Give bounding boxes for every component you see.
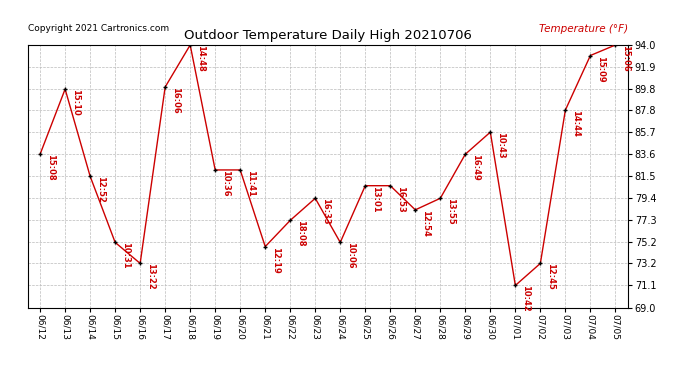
Text: 12:45: 12:45 <box>546 263 555 290</box>
Text: 13:01: 13:01 <box>371 186 380 212</box>
Text: 16:33: 16:33 <box>321 198 330 225</box>
Text: 10:42: 10:42 <box>521 285 530 312</box>
Text: 15:09: 15:09 <box>596 56 605 82</box>
Text: 15:08: 15:08 <box>46 154 55 181</box>
Text: 14:44: 14:44 <box>571 110 580 137</box>
Text: Copyright 2021 Cartronics.com: Copyright 2021 Cartronics.com <box>28 24 169 33</box>
Text: 16:53: 16:53 <box>396 186 405 213</box>
Text: 12:52: 12:52 <box>96 176 105 203</box>
Text: 13:22: 13:22 <box>146 263 155 290</box>
Text: 15:06: 15:06 <box>621 45 630 72</box>
Text: 16:49: 16:49 <box>471 154 480 181</box>
Text: 10:31: 10:31 <box>121 242 130 269</box>
Text: 12:54: 12:54 <box>421 210 430 237</box>
Text: 15:10: 15:10 <box>70 89 79 116</box>
Text: 16:06: 16:06 <box>170 87 179 114</box>
Title: Outdoor Temperature Daily High 20210706: Outdoor Temperature Daily High 20210706 <box>184 30 472 42</box>
Text: 11:41: 11:41 <box>246 170 255 197</box>
Text: Temperature (°F): Temperature (°F) <box>539 24 628 34</box>
Text: 18:08: 18:08 <box>296 220 305 247</box>
Text: 10:36: 10:36 <box>221 170 230 196</box>
Text: 10:43: 10:43 <box>496 132 505 159</box>
Text: 13:55: 13:55 <box>446 198 455 225</box>
Text: 14:48: 14:48 <box>196 45 205 72</box>
Text: 12:19: 12:19 <box>270 247 279 273</box>
Text: 10:06: 10:06 <box>346 242 355 269</box>
